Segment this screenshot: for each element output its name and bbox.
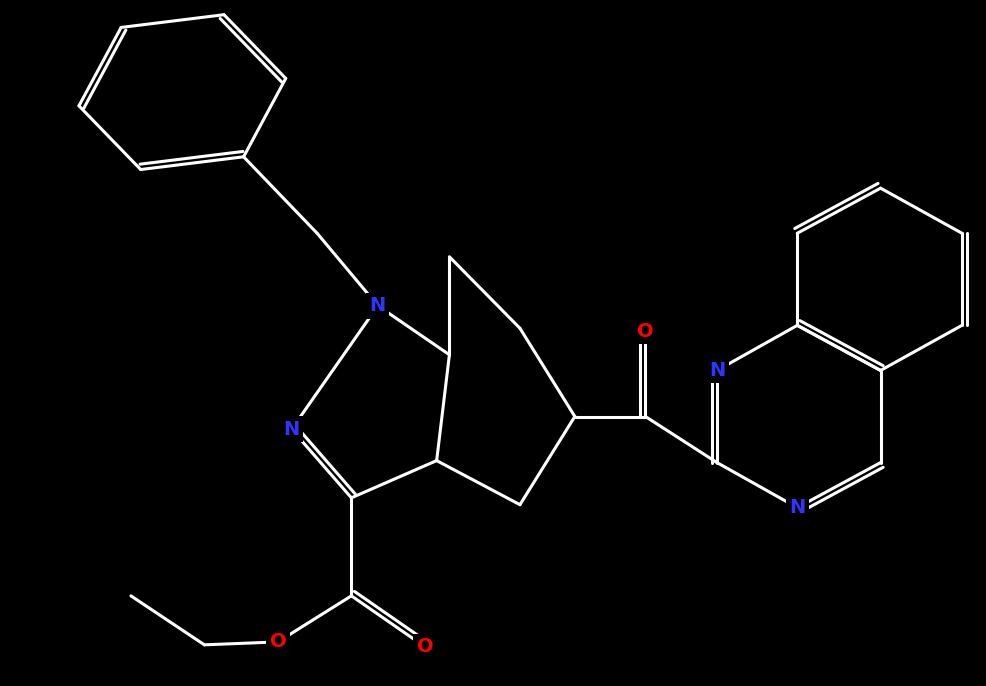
- Text: O: O: [269, 632, 286, 652]
- Text: N: N: [283, 420, 300, 439]
- Text: N: N: [789, 498, 805, 517]
- Text: O: O: [416, 637, 433, 657]
- Text: N: N: [708, 361, 725, 380]
- Text: N: N: [370, 296, 386, 316]
- Text: O: O: [636, 322, 653, 341]
